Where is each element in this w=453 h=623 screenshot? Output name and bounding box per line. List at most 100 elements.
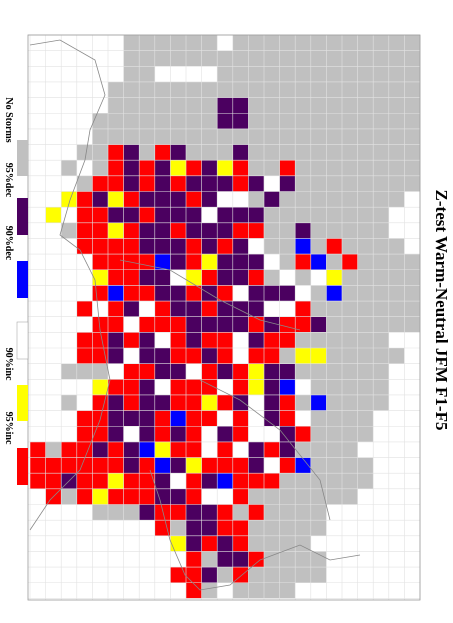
- cell: [76, 473, 93, 489]
- cell: [248, 394, 264, 411]
- cell: [123, 81, 140, 98]
- cell: [388, 348, 405, 364]
- cell: [373, 35, 389, 51]
- cell: [264, 81, 280, 98]
- grid-lines: [28, 34, 421, 600]
- cell: [357, 394, 374, 411]
- cell: [154, 35, 171, 51]
- cell: [232, 160, 249, 176]
- cell: [373, 144, 389, 161]
- cell: [357, 128, 374, 145]
- cell: [123, 269, 140, 286]
- cell: [123, 191, 140, 208]
- cell: [108, 394, 124, 411]
- cell: [264, 582, 280, 599]
- cell: [108, 81, 124, 98]
- legend-swatch: [16, 321, 29, 360]
- legend-label: 90%dec: [3, 226, 14, 261]
- cell: [139, 191, 155, 208]
- cell: [326, 348, 342, 364]
- cell: [279, 504, 296, 521]
- cell: [170, 520, 186, 536]
- cell: [404, 269, 420, 286]
- cell: [310, 504, 327, 521]
- cell: [232, 535, 249, 552]
- cell: [154, 97, 171, 114]
- cell: [170, 301, 186, 317]
- cell: [326, 175, 342, 192]
- cell: [92, 238, 108, 255]
- cell: [279, 394, 296, 411]
- cell: [201, 238, 218, 255]
- cell: [154, 285, 171, 302]
- cell: [217, 363, 233, 380]
- cell: [342, 207, 358, 223]
- cell: [357, 301, 374, 317]
- cell: [295, 81, 311, 98]
- cell: [404, 50, 420, 67]
- cell: [108, 254, 124, 270]
- cell: [232, 254, 249, 270]
- cell: [279, 97, 296, 114]
- cell: [404, 160, 420, 176]
- cell: [108, 285, 124, 302]
- cell: [123, 332, 140, 348]
- cell: [170, 160, 186, 176]
- cell: [248, 332, 264, 348]
- cell: [310, 426, 327, 442]
- cell: [154, 222, 171, 239]
- cell: [232, 348, 249, 364]
- cell: [248, 81, 264, 98]
- cell: [388, 175, 405, 192]
- cell: [232, 285, 249, 302]
- cell: [279, 128, 296, 145]
- cell: [326, 426, 342, 442]
- cell: [217, 113, 233, 129]
- cell: [139, 457, 155, 474]
- cell: [108, 473, 124, 489]
- cell: [139, 113, 155, 129]
- cell: [295, 504, 311, 521]
- cell: [295, 222, 311, 239]
- cell: [310, 332, 327, 348]
- cell: [295, 66, 311, 82]
- cell: [310, 457, 327, 474]
- cell: [326, 394, 342, 411]
- cell: [108, 207, 124, 223]
- cell: [170, 128, 186, 145]
- cell: [186, 332, 202, 348]
- cell: [186, 348, 202, 364]
- cell: [139, 285, 155, 302]
- cell: [342, 285, 358, 302]
- cell: [45, 207, 62, 223]
- cell: [217, 50, 233, 67]
- cell: [264, 254, 280, 270]
- cell: [232, 567, 249, 583]
- cell: [326, 254, 342, 270]
- cell: [139, 504, 155, 521]
- cell: [264, 66, 280, 82]
- cell: [232, 316, 249, 333]
- cell: [310, 394, 327, 411]
- cell: [92, 316, 108, 333]
- cell: [154, 160, 171, 176]
- legend-swatch: [17, 385, 28, 421]
- cell: [357, 457, 374, 474]
- cell: [217, 379, 233, 395]
- cell: [295, 348, 311, 364]
- cell: [139, 394, 155, 411]
- cell: [388, 97, 405, 114]
- cell: [388, 238, 405, 255]
- cell: [232, 207, 249, 223]
- cell: [123, 35, 140, 51]
- cell: [170, 175, 186, 192]
- cell: [342, 316, 358, 333]
- cell: [326, 97, 342, 114]
- cell: [326, 66, 342, 82]
- cell: [123, 238, 140, 255]
- cell: [170, 348, 186, 364]
- cell: [92, 222, 108, 239]
- cell: [264, 551, 280, 568]
- cell: [310, 238, 327, 255]
- cell: [310, 520, 327, 536]
